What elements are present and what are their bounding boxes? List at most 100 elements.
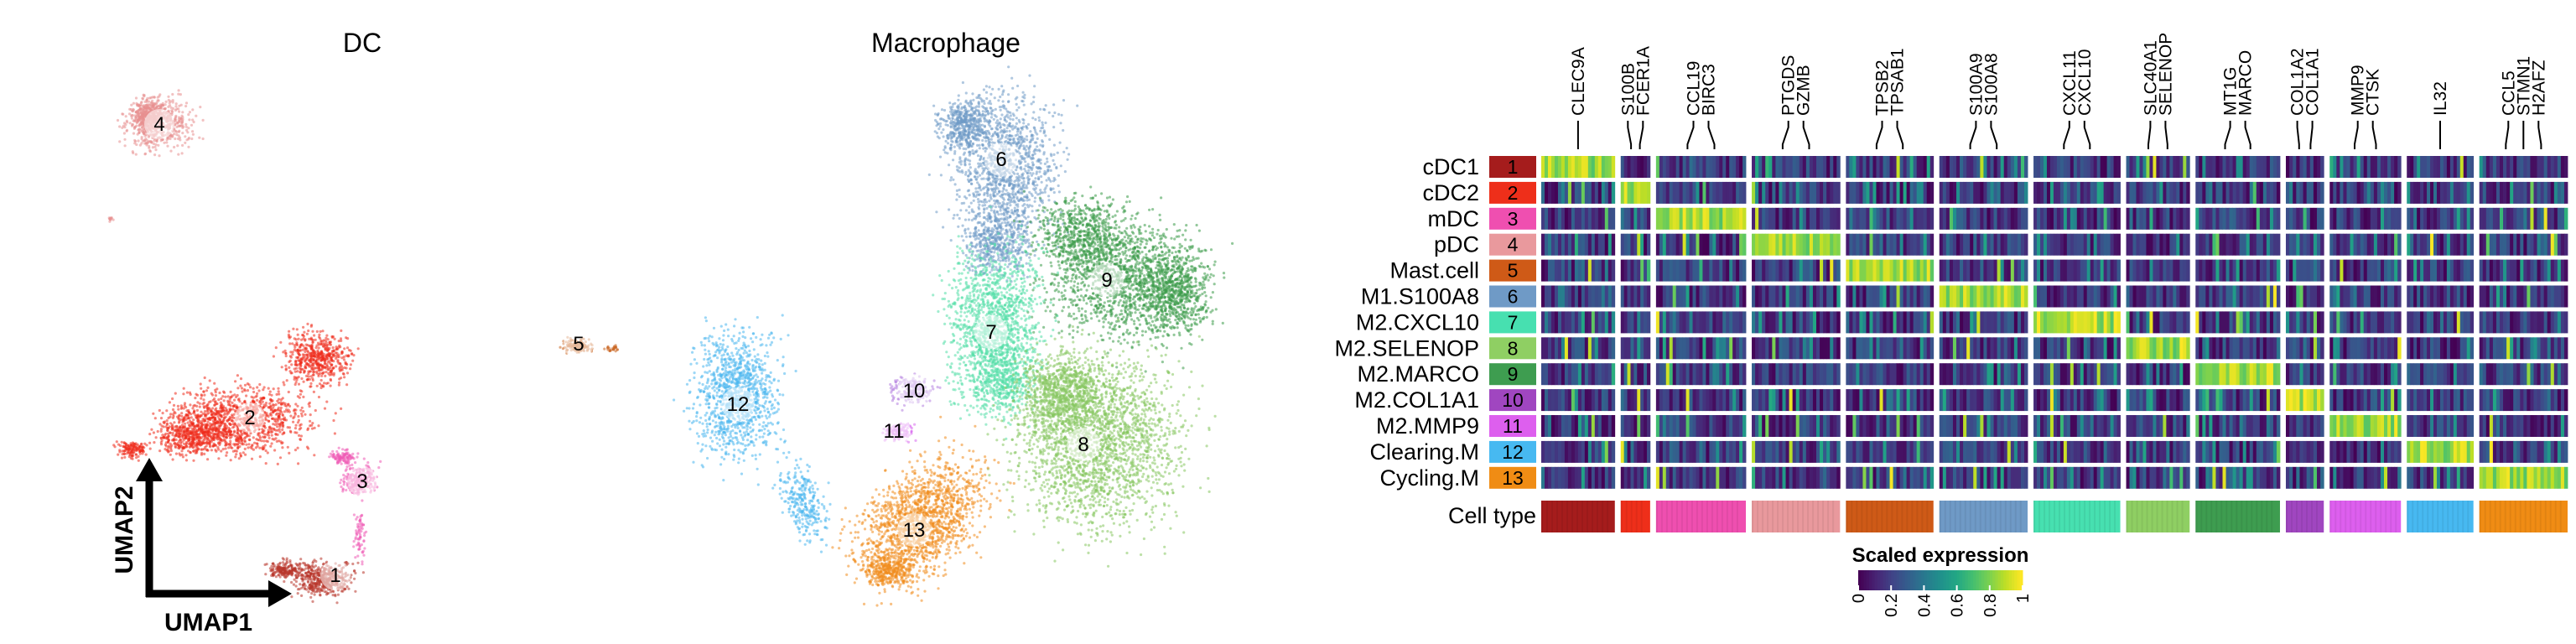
- heatmap-cell: [1544, 363, 1549, 386]
- heatmap-cell: [2073, 207, 2078, 230]
- heatmap-cell: [1973, 285, 1977, 308]
- heatmap-cell: [2527, 440, 2531, 463]
- heatmap-cell: [2017, 337, 2022, 360]
- heatmap-cell: [1859, 337, 1863, 360]
- heatmap-cell: [2040, 285, 2044, 308]
- heatmap-cell: [2205, 156, 2210, 178]
- heatmap-cell: [1802, 311, 1807, 334]
- heatmap-cell: [2363, 311, 2368, 334]
- heatmap-cell: [2466, 415, 2471, 437]
- cell-type-annotation-texture: [2432, 501, 2434, 532]
- heatmap-cell: [1742, 466, 1747, 489]
- heatmap-cell: [1802, 285, 1807, 308]
- umap-dc-cluster-2: [112, 322, 360, 466]
- heatmap-cell: [1712, 207, 1716, 230]
- heatmap-cell: [2423, 466, 2428, 489]
- heatmap-cell: [2370, 337, 2375, 360]
- heatmap-cell: [2003, 285, 2008, 308]
- heatmap-cell: [2550, 285, 2555, 308]
- umap-macrophage-cluster-label-8-badge: [1067, 428, 1100, 461]
- heatmap-cell: [2173, 415, 2177, 437]
- heatmap-cell: [2225, 207, 2230, 230]
- heatmap-cell: [2149, 311, 2153, 334]
- heatmap-cell: [2333, 285, 2337, 308]
- heatmap-cell: [2485, 259, 2490, 282]
- heatmap-cell: [2086, 233, 2091, 256]
- heatmap-cell: [2070, 207, 2075, 230]
- colorbar-step: [1902, 570, 1906, 590]
- heatmap-cell: [1805, 337, 1810, 360]
- heatmap-cell: [1685, 285, 1690, 308]
- heatmap-cell: [2417, 440, 2421, 463]
- heatmap-cell: [2246, 156, 2251, 178]
- heatmap-cell: [2093, 337, 2098, 360]
- heatmap-cell: [2563, 233, 2568, 256]
- heatmap-cell: [1675, 337, 1680, 360]
- heatmap-cell: [2470, 337, 2475, 360]
- heatmap-cell: [1772, 181, 1776, 204]
- heatmap-cell: [2439, 311, 2444, 334]
- heatmap-cell: [2096, 311, 2101, 334]
- heatmap-cell: [2329, 285, 2334, 308]
- heatmap-cell: [2516, 337, 2521, 360]
- heatmap-cell: [2142, 337, 2147, 360]
- cell-type-annotation-texture: [2236, 501, 2238, 532]
- heatmap-cell: [2086, 389, 2091, 412]
- heatmap-cell: [1833, 156, 1837, 178]
- heatmap-cell: [2317, 285, 2321, 308]
- heatmap-cell: [1896, 440, 1900, 463]
- heatmap-cell: [1675, 259, 1680, 282]
- heatmap-cell: [1758, 311, 1763, 334]
- heatmap-cell: [2296, 389, 2300, 412]
- heatmap-cell: [2453, 233, 2458, 256]
- heatmap-cell: [2202, 259, 2206, 282]
- gene-label-tick: [2063, 121, 2070, 149]
- cell-type-annotation-texture: [1896, 501, 1898, 532]
- heatmap-cell: [2453, 259, 2458, 282]
- heatmap-cell: [2262, 156, 2267, 178]
- heatmap-cell: [2503, 207, 2507, 230]
- heatmap-cell: [2000, 363, 2005, 386]
- cell-type-annotation-texture: [2390, 501, 2392, 532]
- heatmap-cell: [2360, 363, 2365, 386]
- heatmap-cell: [1859, 233, 1863, 256]
- heatmap-cell: [2000, 181, 2005, 204]
- heatmap-cell: [2557, 466, 2562, 489]
- heatmap-cell: [2219, 156, 2223, 178]
- heatmap-cell: [1768, 311, 1773, 334]
- heatmap-cell: [1802, 156, 1807, 178]
- heatmap-cell: [1906, 311, 1911, 334]
- heatmap-cell: [1997, 233, 2002, 256]
- heatmap-cell: [1604, 466, 1609, 489]
- heatmap-cell: [1772, 337, 1776, 360]
- heatmap-cell: [1775, 285, 1779, 308]
- heatmap-cell: [2496, 259, 2501, 282]
- heatmap-cell: [2212, 285, 2216, 308]
- cell-type-annotation-texture: [2504, 501, 2506, 532]
- heatmap-cell: [1627, 311, 1631, 334]
- heatmap-cell: [2142, 389, 2147, 412]
- cell-type-annotation-texture: [1881, 501, 1883, 532]
- heatmap-cell: [2537, 285, 2541, 308]
- heatmap-cell: [2430, 156, 2434, 178]
- heatmap-cell: [2116, 466, 2121, 489]
- heatmap-cell: [2543, 311, 2548, 334]
- heatmap-cell: [2007, 363, 2012, 386]
- heatmap-cell: [1679, 415, 1684, 437]
- heatmap-cell: [2063, 389, 2068, 412]
- gene-label: MT1G: [2221, 67, 2241, 116]
- heatmap-cell: [2443, 233, 2448, 256]
- heatmap-cell: [2116, 363, 2121, 386]
- heatmap-cell: [1823, 207, 1827, 230]
- heatmap-cell: [1729, 466, 1733, 489]
- heatmap-cell: [1952, 285, 1957, 308]
- heatmap-cell: [2373, 285, 2378, 308]
- heatmap-cell: [1879, 337, 1883, 360]
- heatmap-cell: [2373, 440, 2378, 463]
- heatmap-cell: [1591, 285, 1596, 308]
- heatmap-cell: [1990, 285, 1994, 308]
- heatmap-cell: [1909, 207, 1914, 230]
- heatmap-cell: [2356, 259, 2361, 282]
- heatmap-cell: [2387, 389, 2392, 412]
- heatmap-cell: [2540, 311, 2545, 334]
